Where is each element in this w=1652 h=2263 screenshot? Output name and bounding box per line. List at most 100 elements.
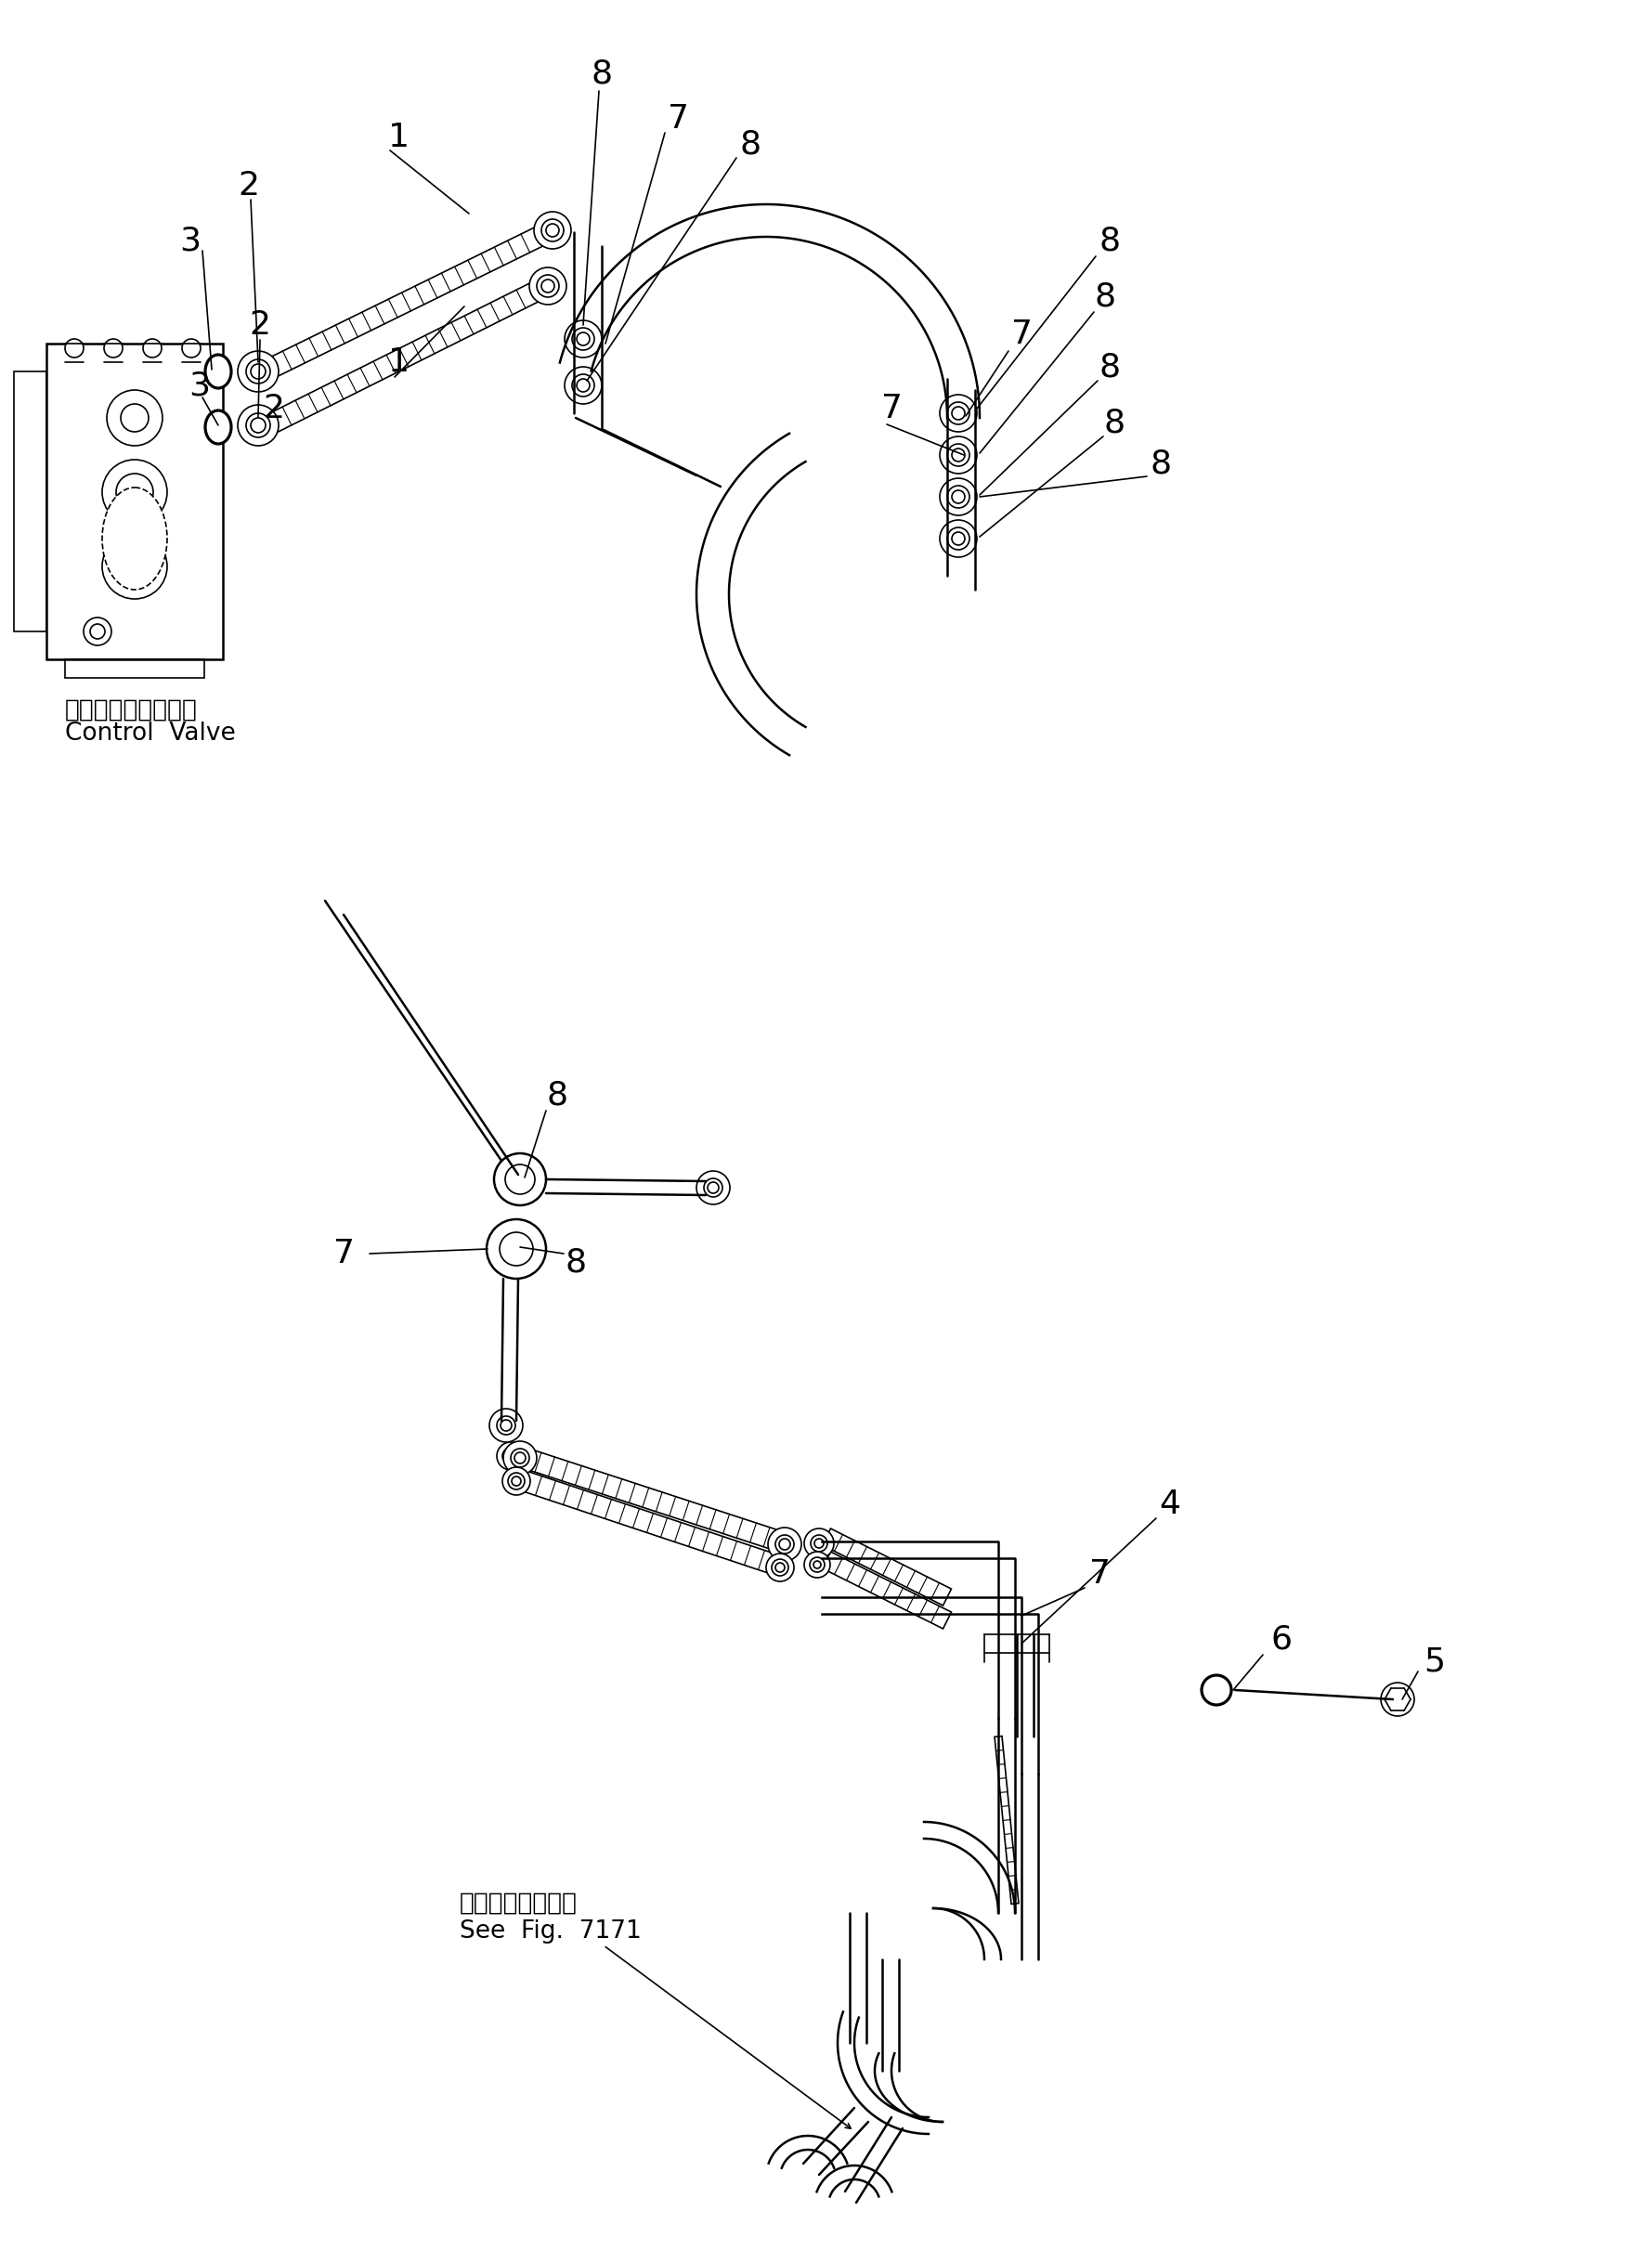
Circle shape [768, 1528, 801, 1561]
Circle shape [251, 364, 266, 378]
Circle shape [767, 1552, 795, 1582]
Text: See  Fig.  7171: See Fig. 7171 [459, 1919, 641, 1944]
Circle shape [534, 213, 572, 249]
Circle shape [102, 534, 167, 600]
Circle shape [504, 1442, 537, 1475]
Circle shape [507, 1473, 525, 1489]
Circle shape [952, 491, 965, 502]
Text: 2: 2 [263, 394, 284, 425]
Text: 8: 8 [547, 1079, 568, 1111]
Circle shape [704, 1179, 722, 1197]
Circle shape [502, 1466, 530, 1496]
Circle shape [947, 487, 970, 507]
Circle shape [501, 1419, 512, 1430]
Circle shape [947, 444, 970, 466]
Text: 2: 2 [249, 310, 271, 342]
Circle shape [940, 520, 976, 557]
Text: 8: 8 [1099, 351, 1120, 382]
Text: 3: 3 [180, 226, 202, 258]
Circle shape [529, 267, 567, 306]
Circle shape [947, 403, 970, 425]
Circle shape [572, 328, 595, 351]
Text: コントロールバルブ: コントロールバルブ [64, 699, 198, 722]
Circle shape [182, 339, 200, 358]
Text: 4: 4 [1160, 1489, 1181, 1521]
Circle shape [547, 224, 558, 238]
Text: 8: 8 [591, 59, 613, 91]
Circle shape [506, 1165, 535, 1195]
Text: 2: 2 [238, 170, 259, 201]
Text: 6: 6 [1270, 1625, 1292, 1657]
Circle shape [494, 1154, 547, 1206]
Circle shape [499, 1233, 534, 1265]
Circle shape [940, 477, 976, 516]
Circle shape [238, 351, 279, 391]
Circle shape [487, 1220, 547, 1279]
Circle shape [809, 1557, 824, 1573]
Circle shape [805, 1552, 831, 1577]
Circle shape [102, 459, 167, 525]
Circle shape [121, 403, 149, 432]
Circle shape [775, 1564, 785, 1573]
Circle shape [64, 339, 84, 358]
Circle shape [506, 1451, 515, 1460]
Text: 第７１７１図参照: 第７１７１図参照 [459, 1892, 578, 1917]
Circle shape [780, 1539, 790, 1550]
Text: 5: 5 [1424, 1647, 1446, 1677]
Circle shape [116, 548, 154, 586]
Circle shape [251, 419, 266, 432]
Circle shape [771, 1559, 788, 1575]
Circle shape [144, 339, 162, 358]
Text: 1: 1 [388, 122, 410, 154]
Circle shape [813, 1561, 821, 1568]
Circle shape [805, 1528, 834, 1559]
Circle shape [952, 407, 965, 419]
Circle shape [537, 274, 558, 296]
Ellipse shape [205, 410, 231, 444]
Circle shape [577, 378, 590, 391]
Circle shape [246, 360, 271, 382]
Text: 3: 3 [188, 369, 210, 401]
Circle shape [947, 527, 970, 550]
Text: 7: 7 [334, 1238, 354, 1270]
Circle shape [510, 1448, 529, 1466]
Circle shape [497, 1442, 525, 1471]
Circle shape [246, 414, 271, 437]
Text: 8: 8 [1150, 448, 1171, 480]
Circle shape [512, 1475, 520, 1487]
Circle shape [775, 1534, 795, 1552]
Text: 8: 8 [1099, 226, 1120, 258]
Circle shape [940, 437, 976, 473]
Circle shape [542, 281, 555, 292]
Circle shape [811, 1534, 828, 1552]
Text: 7: 7 [1011, 319, 1032, 351]
Circle shape [814, 1539, 824, 1548]
Circle shape [565, 367, 601, 403]
Circle shape [238, 405, 279, 446]
Circle shape [514, 1453, 525, 1464]
Text: 8: 8 [1094, 281, 1115, 312]
Circle shape [952, 448, 965, 462]
Circle shape [577, 333, 590, 346]
Text: 8: 8 [1104, 407, 1125, 439]
Circle shape [489, 1408, 522, 1442]
Circle shape [707, 1181, 719, 1193]
Circle shape [91, 625, 106, 638]
Circle shape [542, 220, 563, 242]
Circle shape [116, 473, 154, 511]
Ellipse shape [205, 355, 231, 389]
Text: 8: 8 [565, 1247, 586, 1279]
Circle shape [1381, 1684, 1414, 1715]
Circle shape [497, 1417, 515, 1435]
Circle shape [572, 373, 595, 396]
Ellipse shape [102, 487, 167, 591]
Circle shape [104, 339, 122, 358]
Text: 8: 8 [740, 129, 762, 161]
Circle shape [565, 321, 601, 358]
Circle shape [84, 618, 111, 645]
Text: 7: 7 [667, 104, 689, 134]
Text: 7: 7 [1090, 1559, 1112, 1591]
Circle shape [697, 1170, 730, 1204]
Circle shape [107, 389, 162, 446]
Ellipse shape [1201, 1675, 1231, 1704]
